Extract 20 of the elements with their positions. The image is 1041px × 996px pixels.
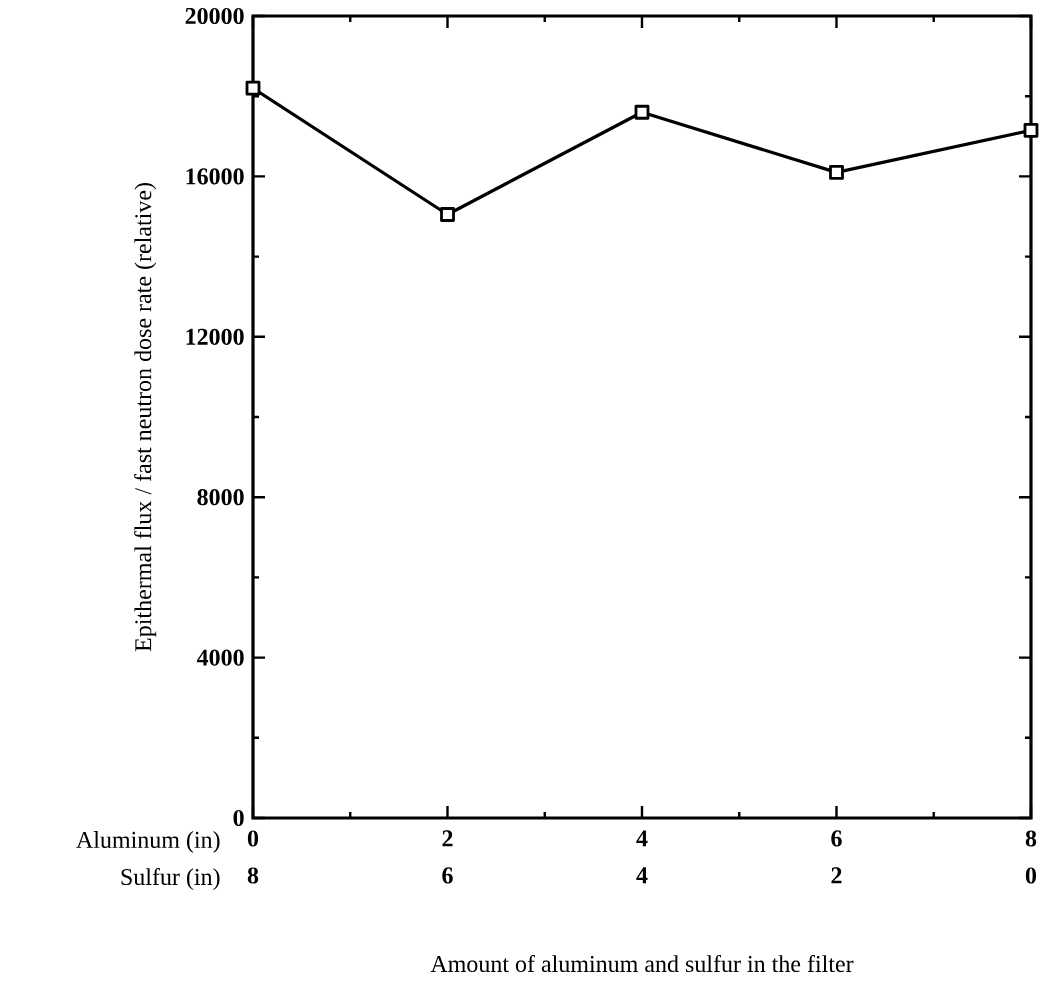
y-tick-label: 4000	[196, 649, 244, 666]
y-tick-label: 16000	[186, 168, 244, 185]
x-tick-label: 0	[247, 830, 259, 847]
text: Aluminum (in)	[76, 831, 220, 853]
y-axis-title: Epithermal flux / fast neutron dose rate (relative)	[134, 183, 157, 652]
x2-tick-label: 6	[442, 867, 453, 884]
y-tick-label: 20000	[185, 7, 244, 25]
x-tick-label: 2	[442, 830, 453, 847]
x-tick-label: 4	[636, 830, 648, 847]
y-tick-label: 12000	[186, 328, 244, 345]
x-tick-label: 8	[1025, 830, 1037, 847]
y-tick-label: 8000	[197, 489, 244, 506]
x2-tick-label: 2	[831, 867, 842, 884]
x-axis-title: Amount of aluminum and sulfur in the filter	[430, 954, 854, 973]
text: Sulfur (in)	[121, 867, 220, 890]
x2-tick-label: 0	[1025, 867, 1037, 884]
x2-tick-label: 4	[636, 867, 648, 884]
x-tick-label: 6	[831, 830, 842, 847]
x2-tick-label: 8	[247, 867, 259, 884]
y-tick-label: 0	[233, 809, 244, 827]
